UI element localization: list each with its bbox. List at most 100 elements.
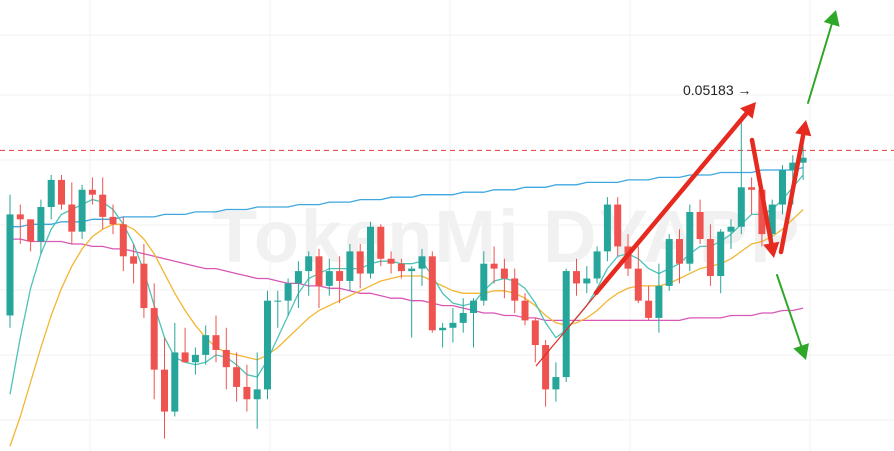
red-arrow-up-short-head xyxy=(795,120,812,137)
candle xyxy=(562,268,570,382)
candle xyxy=(16,204,24,244)
candle xyxy=(264,290,271,400)
candle xyxy=(243,364,251,412)
red-arrow-down xyxy=(749,137,780,258)
candle-body xyxy=(521,300,529,321)
candle xyxy=(140,243,148,318)
candle-body xyxy=(222,349,230,368)
candle xyxy=(480,251,488,306)
candle xyxy=(181,327,189,363)
candle xyxy=(346,243,354,291)
candle xyxy=(202,325,210,365)
candle-body xyxy=(768,204,776,235)
candle xyxy=(161,337,168,439)
candle-body xyxy=(500,268,508,279)
candle xyxy=(779,165,786,215)
candle xyxy=(645,285,653,321)
candle xyxy=(459,298,467,333)
candle xyxy=(119,216,127,272)
candle xyxy=(284,278,292,316)
candle-body xyxy=(367,226,374,274)
candle-body xyxy=(562,271,570,378)
candle xyxy=(58,174,65,210)
candle-body xyxy=(480,263,488,301)
candle xyxy=(531,317,539,363)
candle-body xyxy=(274,300,282,302)
candle xyxy=(418,248,426,286)
candle-body xyxy=(356,251,364,274)
candle-body xyxy=(325,271,333,286)
candle-body xyxy=(99,194,107,217)
candle xyxy=(542,340,550,407)
candle xyxy=(686,204,694,272)
candle-body xyxy=(490,263,498,269)
candle-body xyxy=(459,312,467,323)
candle-body xyxy=(212,335,220,350)
candle-body xyxy=(511,278,519,301)
red-arrow-down-head xyxy=(763,241,780,258)
candle-body xyxy=(645,300,653,318)
candle xyxy=(521,293,529,326)
candle xyxy=(748,177,756,215)
red-arrow-up-long-head xyxy=(740,102,756,119)
candle xyxy=(222,327,230,390)
candle-body xyxy=(253,389,261,400)
green-arrow-down-head xyxy=(793,343,809,360)
candle xyxy=(294,261,302,309)
candle-body xyxy=(737,187,745,227)
candle xyxy=(634,246,642,304)
candle xyxy=(614,197,622,257)
green-arrow-down-shaft xyxy=(776,274,803,347)
candle xyxy=(356,243,364,289)
candle xyxy=(305,251,313,296)
candle xyxy=(655,263,663,333)
candle-body xyxy=(614,204,622,247)
candle xyxy=(171,322,179,417)
candle xyxy=(212,315,220,363)
candle xyxy=(428,251,436,333)
candle xyxy=(706,224,714,286)
candle-body xyxy=(758,189,766,235)
candle-body xyxy=(119,224,127,257)
candle-body xyxy=(191,354,199,363)
candle-body xyxy=(583,278,591,284)
candle xyxy=(109,204,117,235)
candle xyxy=(367,221,374,279)
red-arrow-down-shaft xyxy=(749,137,774,246)
candle xyxy=(439,322,447,348)
candle xyxy=(78,184,86,240)
candle xyxy=(511,268,519,313)
candle xyxy=(408,266,416,338)
candle-body xyxy=(655,285,663,318)
candle xyxy=(37,199,45,254)
candles xyxy=(6,115,807,439)
candle xyxy=(27,219,35,252)
candle-body xyxy=(634,268,642,301)
candle xyxy=(583,266,591,294)
candle xyxy=(377,224,385,267)
red-arrow-up-short-shaft xyxy=(778,132,806,255)
candle-body xyxy=(696,211,704,240)
candle-body xyxy=(140,263,148,309)
candle-body xyxy=(181,352,189,363)
candle-body xyxy=(470,300,477,313)
candle xyxy=(500,258,508,299)
ma-longest-line xyxy=(10,166,804,228)
candle-body xyxy=(686,211,694,264)
candle xyxy=(325,258,333,296)
candle-body xyxy=(799,157,807,163)
candle-body xyxy=(27,219,35,242)
candle xyxy=(552,362,560,402)
candle-body xyxy=(665,239,673,286)
price-annotation: 0.05183 → xyxy=(683,82,752,98)
candle xyxy=(47,174,55,220)
candle xyxy=(470,298,477,348)
candle-body xyxy=(233,367,241,387)
candle xyxy=(603,197,611,262)
green-arrow-up-head xyxy=(823,10,840,27)
candle-body xyxy=(573,271,580,284)
candle-body xyxy=(305,256,313,272)
